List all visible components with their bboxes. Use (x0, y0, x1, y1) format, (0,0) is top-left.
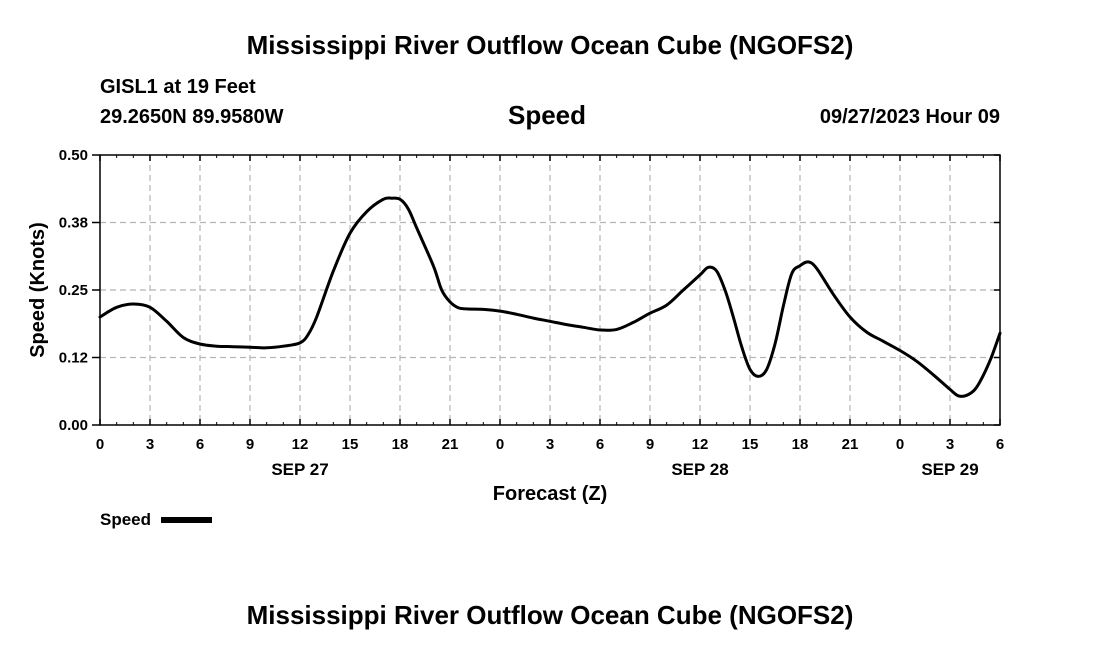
series-line-speed (98, 196, 1002, 398)
x-tick-label: 15 (342, 436, 359, 453)
y-axis-label: Speed (Knots) (27, 222, 49, 358)
x-tick-labels: 0 3 6 9 12 15 18 21 0 3 6 9 12 15 18 21 0 3 6 (96, 436, 1004, 453)
x-tick-label: 3 (546, 436, 554, 453)
top-title: Mississippi River Outflow Ocean Cube (NG… (246, 30, 854, 60)
date-label: SEP 29 (921, 460, 978, 479)
x-tick-label: 0 (896, 436, 904, 453)
plot-frame (99, 154, 1001, 426)
x-axis-label: Forecast (Z) (493, 483, 607, 505)
date-label: SEP 28 (671, 460, 728, 479)
date-label: SEP 27 (271, 460, 328, 479)
x-tick-label: 6 (996, 436, 1004, 453)
x-tick-label: 21 (842, 436, 859, 453)
x-tick-label: 0 (496, 436, 504, 453)
x-tick-label: 0 (96, 436, 104, 453)
x-tick-label: 15 (742, 436, 759, 453)
date-labels: SEP 27 SEP 28 SEP 29 (271, 460, 978, 479)
x-tick-label: 9 (246, 436, 254, 453)
x-tick-label: 9 (646, 436, 654, 453)
location-label: 29.2650N 89.9580W (100, 106, 284, 128)
datetime-label: 09/27/2023 Hour 09 (819, 106, 1000, 128)
y-tick-label: 0.12 (59, 350, 88, 367)
x-tick-label: 3 (146, 436, 154, 453)
x-tick-label: 18 (792, 436, 809, 453)
y-tick-label: 0.38 (59, 215, 88, 232)
y-tick-label: 0.00 (59, 417, 88, 434)
x-tick-label: 21 (442, 436, 459, 453)
x-tick-label: 12 (692, 436, 709, 453)
x-tick-label: 18 (392, 436, 409, 453)
x-tick-label: 12 (292, 436, 309, 453)
chart-title: Speed (508, 100, 587, 130)
x-tick-label: 3 (946, 436, 954, 453)
x-tick-label: 6 (596, 436, 604, 453)
y-tick-label: 0.50 (59, 147, 88, 164)
x-tick-label: 6 (196, 436, 204, 453)
grid-lines (100, 155, 1000, 425)
legend-label: Speed (100, 510, 151, 529)
station-label: GISL1 at 19 Feet (100, 76, 256, 98)
y-tick-label: 0.25 (59, 282, 88, 299)
y-tick-labels: 0.00 0.12 0.25 0.38 0.50 (59, 147, 88, 434)
bottom-title: Mississippi River Outflow Ocean Cube (NG… (246, 600, 854, 630)
